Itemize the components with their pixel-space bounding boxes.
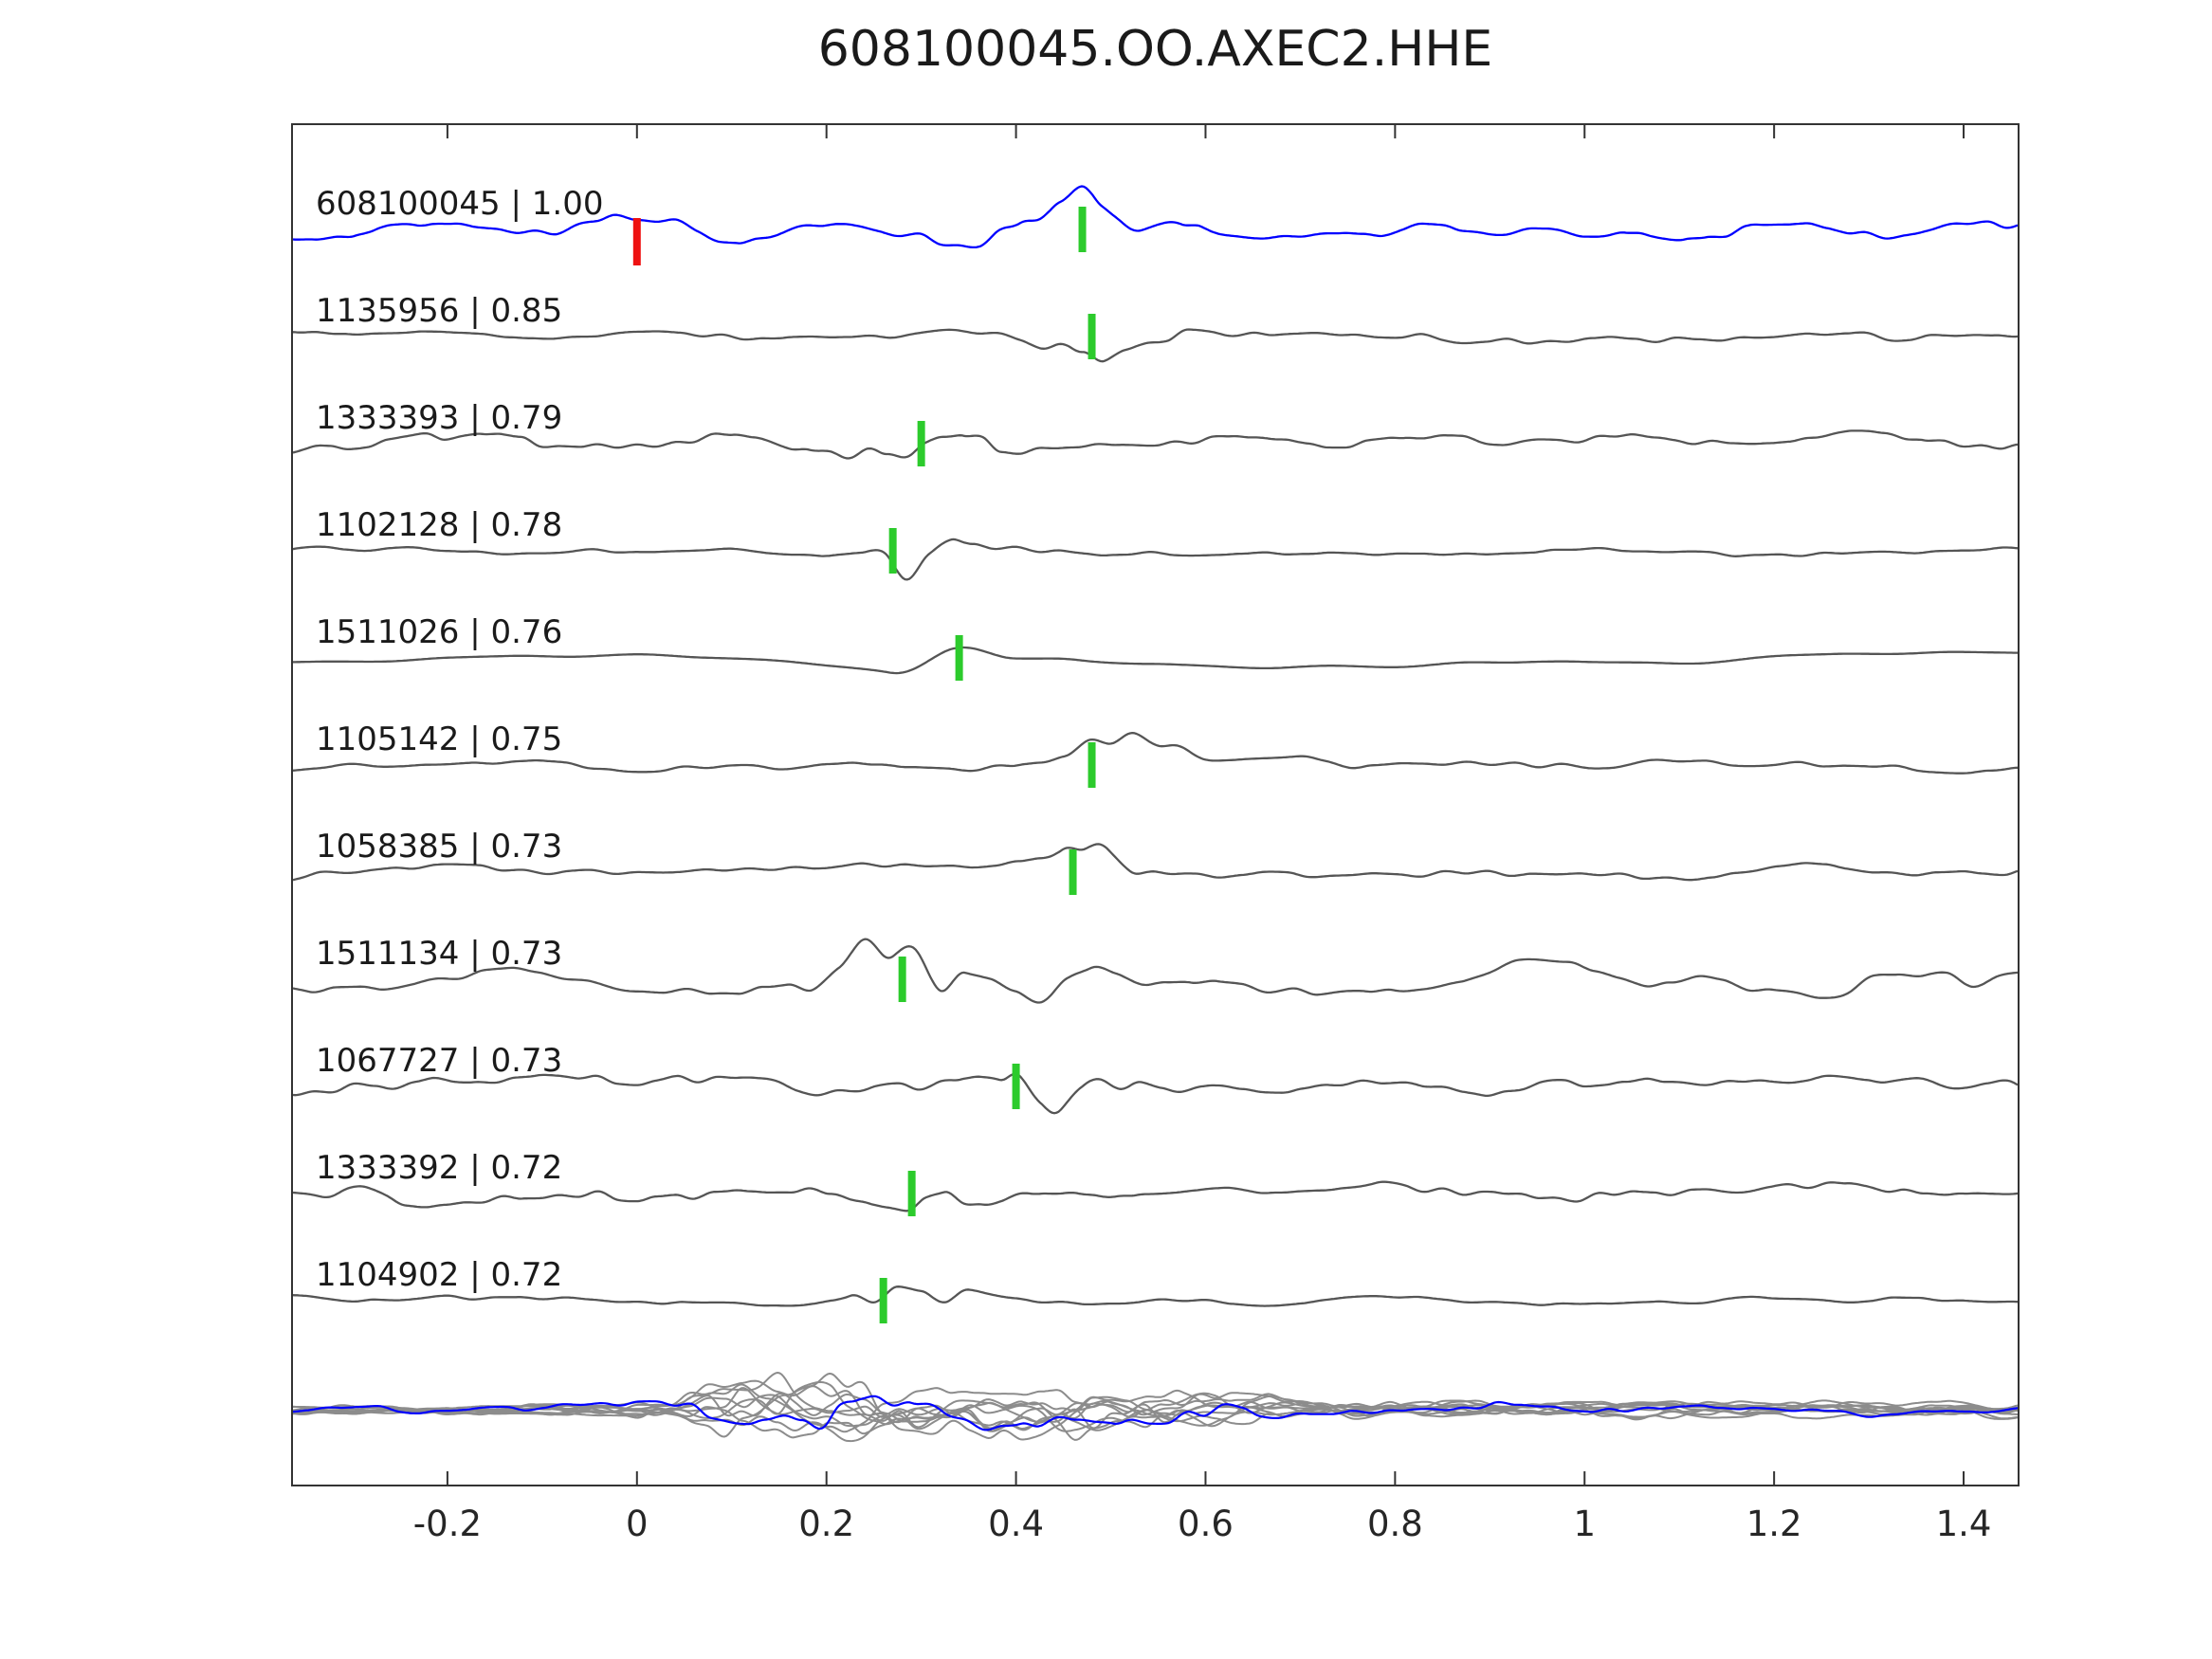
x-tick-label: 0.4 (988, 1504, 1044, 1544)
x-tick-label: 1 (1573, 1504, 1597, 1544)
x-tick-label: 0.2 (798, 1504, 855, 1544)
x-tick-label: 1.4 (1935, 1504, 1992, 1544)
x-tick-label: 0 (626, 1504, 649, 1544)
waveform-canvas (293, 125, 2018, 1485)
x-tick-label: 1.2 (1746, 1504, 1802, 1544)
plot-area: 608100045 | 1.00 1135956 | 0.85 1333393 | … (291, 123, 2020, 1486)
x-tick-label: 0.6 (1178, 1504, 1234, 1544)
chart-title: 608100045.OO.AXEC2.HHE (817, 21, 1493, 78)
x-tick-label: -0.2 (412, 1504, 483, 1544)
x-tick-label: 0.8 (1366, 1504, 1423, 1544)
